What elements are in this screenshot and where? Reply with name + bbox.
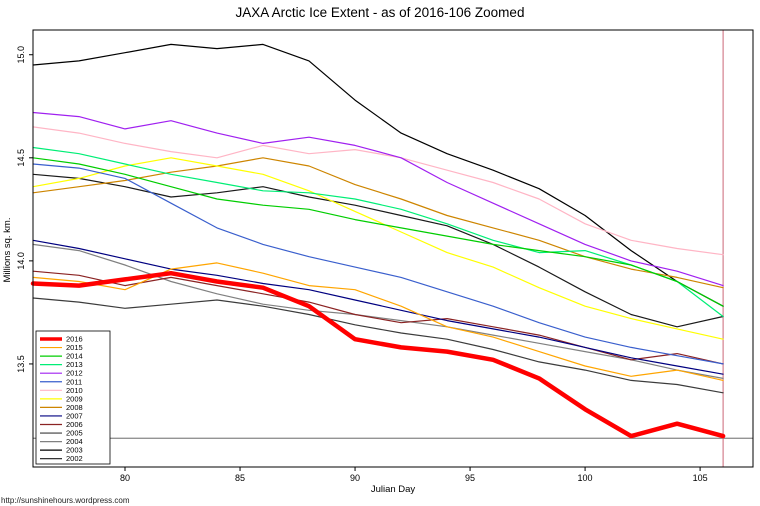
watermark-url: http://sunshinehours.wordpress.com [1, 496, 130, 505]
series-line-2006 [32, 270, 724, 365]
series-line-2013 [32, 146, 724, 318]
legend-label-2015: 2015 [66, 343, 83, 352]
legend-label-2006: 2006 [66, 420, 83, 429]
legend-label-2003: 2003 [66, 446, 83, 455]
legend-label-2005: 2005 [66, 429, 83, 438]
series-line-2004 [32, 243, 724, 379]
plot-border [32, 29, 754, 468]
series-line-2008 [32, 157, 724, 289]
legend-label-2008: 2008 [66, 403, 83, 412]
x-tick-label: 90 [350, 473, 360, 483]
series-line-2003 [32, 43, 724, 307]
x-axis-label: Julian Day [371, 484, 416, 495]
series-line-2009 [32, 157, 724, 340]
plot-area: 80 85 90 95 100 10513.514.014.515.02016201520… [16, 29, 754, 483]
legend-label-2009: 2009 [66, 394, 83, 403]
legend-label-2010: 2010 [66, 386, 83, 395]
x-tick-label: 95 [465, 473, 475, 483]
y-axis-label: Millions sq. km. [2, 218, 13, 283]
series-line-2016 [30, 270, 726, 439]
y-tick-label: 14.0 [16, 252, 26, 270]
legend-label-2012: 2012 [66, 369, 83, 378]
series-line-2007 [32, 239, 724, 375]
legend-label-2011: 2011 [66, 377, 82, 386]
series-line-2010 [32, 126, 724, 256]
legend-label-2013: 2013 [66, 360, 83, 369]
legend-label-2014: 2014 [66, 352, 83, 361]
legend-label-2007: 2007 [66, 411, 83, 420]
legend-label-2002: 2002 [66, 454, 83, 463]
x-tick-label: 100 [578, 473, 593, 483]
chart-title: JAXA Arctic Ice Extent - as of 2016-106 … [236, 5, 525, 20]
series-line-2002 [32, 173, 724, 328]
series-line-2005 [32, 297, 724, 394]
series-line-2012 [32, 111, 724, 287]
series-line-2011 [32, 163, 724, 365]
y-tick-label: 13.5 [16, 355, 26, 373]
series-line-2014 [32, 157, 724, 307]
x-tick-label: 85 [235, 473, 245, 483]
y-tick-label: 14.5 [16, 149, 26, 167]
legend-label-2004: 2004 [66, 437, 83, 446]
legend-label-2016: 2016 [66, 335, 83, 344]
x-tick-label: 80 [120, 473, 130, 483]
x-tick-label: 105 [693, 473, 708, 483]
series-line-2015 [32, 262, 724, 381]
y-tick-label: 15.0 [16, 46, 26, 64]
